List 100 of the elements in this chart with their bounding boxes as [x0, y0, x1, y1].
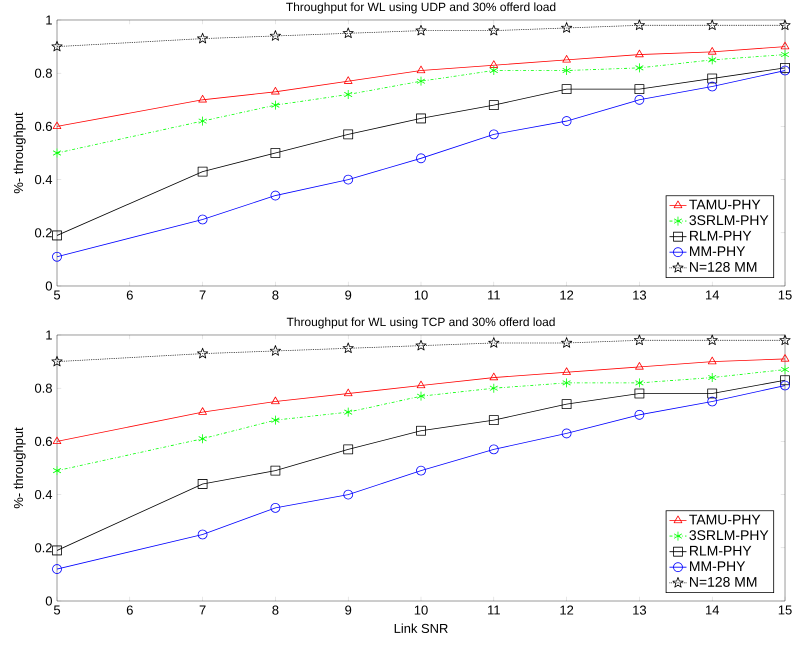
- point: [780, 50, 790, 60]
- point: [198, 479, 208, 489]
- point: [416, 380, 426, 388]
- point: [271, 100, 280, 110]
- x-tick-label: 5: [54, 290, 60, 300]
- x-tick-label: 15: [778, 290, 792, 300]
- x-tick-label: 9: [345, 606, 352, 615]
- point: [344, 407, 352, 418]
- point: [634, 94, 644, 105]
- point: [635, 50, 644, 58]
- point: [198, 94, 207, 102]
- point: [780, 42, 790, 50]
- point: [416, 114, 426, 124]
- x-tick-label: 14: [706, 290, 720, 300]
- point: [562, 54, 571, 63]
- point: [416, 466, 426, 476]
- x-tick-label: 11: [488, 290, 500, 300]
- legend-label: TAMU-PHY: [689, 514, 760, 524]
- point: [488, 24, 500, 36]
- legend-label: 3SRLM-PHY: [689, 215, 768, 226]
- point: [707, 396, 718, 406]
- point: [634, 84, 644, 94]
- point: [707, 82, 718, 92]
- point: [780, 354, 790, 362]
- y-tick-label: 1: [46, 330, 52, 340]
- point: [706, 334, 718, 346]
- y-tick-label: 0.2: [34, 228, 52, 238]
- x-tick-label: 13: [633, 606, 646, 615]
- point: [342, 342, 354, 354]
- point: [271, 396, 280, 404]
- point: [197, 348, 208, 358]
- x-tick-label: 8: [272, 290, 278, 300]
- point: [708, 372, 717, 382]
- point: [52, 546, 62, 556]
- point: [415, 24, 427, 36]
- point: [343, 444, 354, 454]
- point: [780, 375, 790, 386]
- x-tick-label: 15: [778, 606, 792, 615]
- point: [416, 153, 426, 164]
- chart-title: Throughput for WL using UDP and 30% offerd load: [286, 2, 556, 14]
- point: [779, 334, 791, 346]
- point: [488, 100, 499, 110]
- point: [415, 340, 427, 350]
- y-tick-label: 0.6: [34, 122, 52, 131]
- point: [488, 444, 499, 454]
- point: [198, 214, 208, 224]
- y-tick-label: 0: [46, 281, 52, 291]
- legend-label: 3SRLM-PHY: [689, 530, 768, 540]
- point: [271, 415, 280, 426]
- point: [634, 334, 645, 346]
- point: [562, 84, 572, 94]
- x-tick-label: 13: [633, 290, 646, 300]
- point: [344, 76, 352, 84]
- x-tick-label: 10: [414, 606, 428, 615]
- x-tick-label: 12: [560, 606, 574, 615]
- point: [562, 367, 571, 375]
- x-tick-label: 14: [706, 606, 720, 614]
- point: [490, 60, 498, 68]
- point: [708, 356, 717, 364]
- point: [490, 372, 498, 380]
- point: [707, 388, 718, 398]
- x-tick-label: 10: [414, 290, 428, 300]
- point: [343, 129, 354, 140]
- legend-label: N=128 MM: [690, 262, 756, 272]
- x-tick-label: 8: [272, 606, 278, 615]
- y-tick-label: 0.2: [34, 543, 52, 552]
- point: [52, 252, 62, 262]
- point: [198, 530, 208, 540]
- x-tick-label: 6: [126, 606, 133, 615]
- x-tick-label: 9: [345, 290, 352, 300]
- point: [52, 564, 62, 574]
- point: [344, 388, 352, 396]
- point: [270, 345, 281, 356]
- point: [490, 66, 498, 76]
- point: [706, 20, 718, 30]
- point: [270, 466, 280, 476]
- point: [562, 116, 572, 126]
- point: [708, 54, 717, 65]
- point: [634, 388, 644, 398]
- point: [635, 378, 644, 388]
- point: [779, 20, 791, 30]
- legend-label: N=128 MM: [690, 576, 756, 587]
- point: [52, 436, 62, 444]
- point: [198, 434, 207, 444]
- point: [780, 380, 790, 390]
- point: [562, 428, 572, 438]
- point: [51, 40, 63, 52]
- point: [198, 116, 207, 126]
- point: [561, 22, 572, 33]
- point: [343, 490, 354, 500]
- point: [635, 362, 644, 370]
- point: [488, 337, 500, 348]
- point: [708, 47, 717, 55]
- point: [198, 407, 207, 415]
- y-tick-label: 0.4: [34, 490, 52, 500]
- point: [416, 76, 426, 86]
- point: [52, 121, 62, 130]
- legend-label: RLM-PHY: [690, 230, 752, 240]
- y-tick-label: 0.6: [34, 436, 52, 446]
- legend-label: RLM-PHY: [690, 546, 752, 556]
